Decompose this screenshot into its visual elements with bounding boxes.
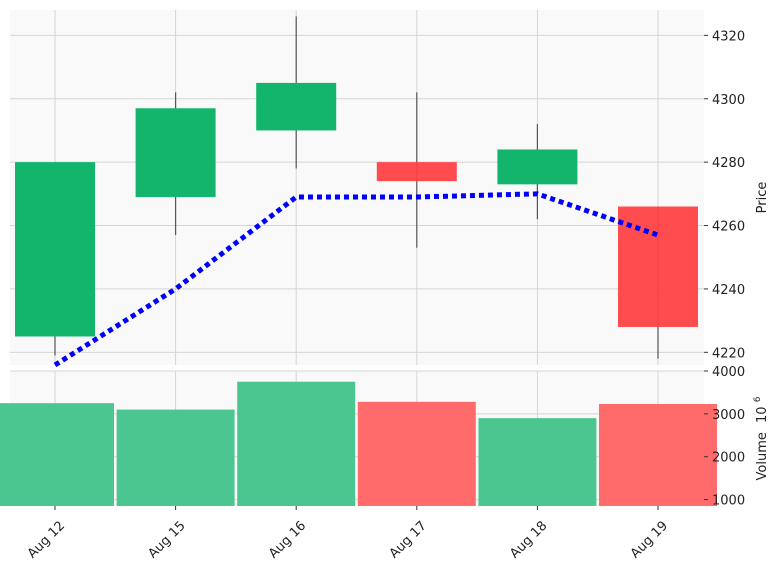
date-tick-labels: Aug 12 Aug 15 Aug 16 Aug 17 Aug 18 Aug 19 — [25, 506, 671, 562]
volume-tick-labels: 1000 2000 3000 4000 — [704, 365, 745, 509]
moving-average-line — [53, 191, 659, 368]
volume-tick-label: 1000 — [712, 494, 745, 509]
date-tick-label: Aug 17 — [387, 518, 430, 561]
date-tick-label: Aug 15 — [145, 518, 188, 561]
volume-axis-label-text: Volume — [755, 432, 770, 480]
volume-bars — [0, 381, 717, 506]
date-tick-label: Aug 19 — [628, 518, 671, 561]
price-tick-label: 4280 — [712, 156, 745, 171]
price-axis-label: Price — [755, 182, 770, 214]
price-tick-label: 4240 — [712, 283, 745, 298]
price-tick-label: 4260 — [712, 220, 745, 235]
moving-average-path — [53, 191, 659, 368]
price-tick-labels: 4220 4240 4260 4280 4300 4320 — [704, 29, 745, 361]
volume-bar — [357, 401, 476, 506]
volume-panel: 1000 2000 3000 4000 Volume 10 6 — [0, 365, 770, 509]
date-tick-label: Aug 18 — [507, 518, 550, 561]
price-tick-label: 4220 — [712, 346, 745, 361]
candle-body — [256, 82, 337, 131]
volume-axis-exponent-base: 10 — [755, 406, 770, 423]
candle-body — [376, 162, 457, 182]
volume-axis-exponent: 6 — [753, 396, 763, 402]
price-grid — [10, 10, 704, 365]
volume-bar — [116, 409, 235, 506]
date-tick-label: Aug 12 — [25, 518, 68, 561]
volume-tick-label: 4000 — [712, 365, 745, 380]
candle-body — [497, 149, 578, 185]
price-panel: 4220 4240 4260 4280 4300 4320 Price — [10, 10, 770, 368]
volume-tick-label: 2000 — [712, 451, 745, 466]
candle-body — [15, 162, 95, 337]
volume-bar — [237, 381, 356, 506]
volume-bar — [599, 404, 717, 506]
volume-axis-label: Volume 10 6 — [753, 396, 770, 480]
volume-bar — [0, 403, 114, 506]
volume-bar — [478, 418, 597, 506]
price-tick-label: 4320 — [712, 29, 745, 44]
candle-bodies — [15, 82, 698, 337]
price-tick-label: 4300 — [712, 93, 745, 108]
date-tick-label: Aug 16 — [266, 518, 309, 561]
price-panel-background — [10, 10, 704, 365]
volume-tick-label: 3000 — [712, 408, 745, 423]
candle-body — [135, 108, 216, 198]
